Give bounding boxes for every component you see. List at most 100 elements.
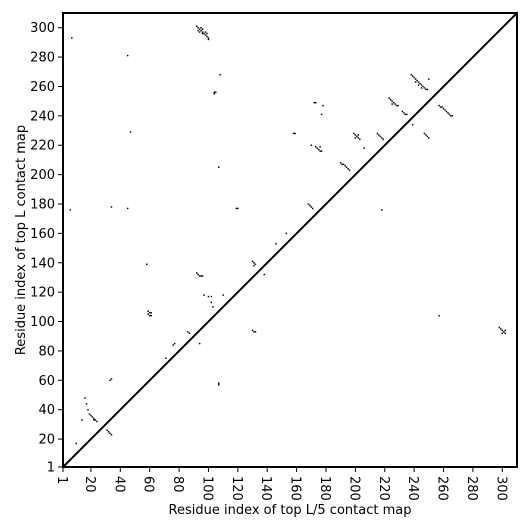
contact-point bbox=[376, 132, 379, 135]
contact-point bbox=[109, 379, 111, 382]
contact-point bbox=[110, 206, 113, 208]
y-tick-label: 240 bbox=[30, 109, 55, 124]
contact-point bbox=[197, 273, 199, 276]
contact-point bbox=[126, 207, 129, 210]
contact-point bbox=[285, 232, 288, 235]
contact-point bbox=[207, 38, 210, 41]
x-tick-label: 260 bbox=[435, 476, 450, 501]
contact-point bbox=[413, 76, 415, 79]
contact-point bbox=[438, 314, 440, 317]
contact-point bbox=[207, 295, 210, 298]
contact-point bbox=[392, 101, 395, 104]
y-tick-label: 140 bbox=[30, 256, 55, 271]
contact-point bbox=[150, 314, 152, 317]
y-tick-label: 100 bbox=[30, 315, 55, 330]
contact-point bbox=[388, 97, 390, 99]
contact-point bbox=[90, 414, 92, 417]
contact-point bbox=[309, 204, 311, 207]
contact-point bbox=[235, 207, 238, 210]
contact-point bbox=[201, 32, 204, 35]
contact-point bbox=[200, 275, 202, 277]
contact-point bbox=[417, 84, 420, 86]
contact-point bbox=[207, 37, 210, 39]
contact-point bbox=[93, 419, 95, 421]
contact-point bbox=[423, 87, 426, 89]
contact-point bbox=[401, 110, 404, 113]
contact-point bbox=[198, 342, 201, 345]
contact-point bbox=[420, 84, 423, 86]
y-axis-ticks: 1204060801001201401601802002202402602803… bbox=[30, 21, 63, 476]
contact-point bbox=[394, 103, 396, 105]
diagonal-line bbox=[62, 12, 518, 468]
contact-point bbox=[213, 91, 216, 94]
contact-point bbox=[438, 104, 440, 107]
x-tick-label: 220 bbox=[376, 476, 391, 501]
contact-point bbox=[204, 34, 207, 36]
x-tick-label: 40 bbox=[111, 476, 126, 493]
contact-point bbox=[110, 378, 113, 380]
contact-point bbox=[251, 329, 254, 332]
y-tick-label: 200 bbox=[30, 168, 55, 183]
contact-point bbox=[195, 272, 198, 274]
contact-point bbox=[504, 332, 506, 335]
contact-point bbox=[126, 54, 129, 57]
contact-point bbox=[450, 115, 452, 117]
contact-point bbox=[147, 310, 149, 312]
contact-point bbox=[75, 442, 77, 445]
contact-point bbox=[381, 209, 383, 211]
contact-point bbox=[93, 417, 95, 420]
contact-point bbox=[253, 264, 255, 267]
y-tick-label: 20 bbox=[38, 433, 55, 448]
contact-point bbox=[406, 113, 408, 116]
contact-point bbox=[88, 413, 91, 415]
contact-point bbox=[218, 166, 220, 169]
contact-point bbox=[294, 132, 296, 135]
y-tick-label: 60 bbox=[38, 374, 55, 389]
contact-point bbox=[498, 326, 501, 329]
contact-point bbox=[341, 163, 343, 166]
contact-point bbox=[107, 431, 110, 433]
contact-point bbox=[310, 206, 313, 208]
y-tick-label: 80 bbox=[38, 344, 55, 359]
contact-point bbox=[425, 88, 427, 91]
contact-point bbox=[218, 383, 220, 386]
x-tick-label: 100 bbox=[199, 476, 214, 501]
contact-point bbox=[428, 78, 430, 80]
y-tick-label: 280 bbox=[30, 51, 55, 66]
contact-point bbox=[404, 113, 407, 116]
contact-point bbox=[501, 332, 504, 335]
x-tick-label: 280 bbox=[464, 476, 479, 501]
contact-point bbox=[188, 332, 191, 335]
contact-point bbox=[347, 168, 349, 170]
contact-point bbox=[448, 113, 451, 116]
contact-point bbox=[442, 107, 445, 110]
contact-point bbox=[201, 28, 204, 30]
contact-point bbox=[237, 207, 239, 210]
contact-point bbox=[146, 263, 148, 265]
contact-point bbox=[381, 137, 383, 139]
contact-point bbox=[428, 137, 430, 139]
contact-point bbox=[354, 137, 357, 139]
contact-point bbox=[314, 145, 317, 148]
contact-point bbox=[210, 301, 213, 304]
contact-point bbox=[313, 101, 315, 104]
x-tick-label: 80 bbox=[170, 476, 185, 493]
contact-point bbox=[200, 26, 202, 29]
y-tick-label: 160 bbox=[30, 227, 55, 242]
contact-point bbox=[391, 100, 393, 102]
contact-point bbox=[172, 344, 174, 346]
contact-point bbox=[322, 104, 324, 107]
x-tick-label: 60 bbox=[141, 476, 156, 493]
contact-point bbox=[81, 419, 83, 421]
contact-point bbox=[212, 306, 214, 308]
contact-point bbox=[173, 342, 176, 345]
contact-point bbox=[210, 295, 213, 298]
contact-point bbox=[411, 123, 414, 126]
contact-point bbox=[416, 79, 418, 82]
contact-point bbox=[69, 209, 72, 211]
x-tick-label: 300 bbox=[493, 476, 508, 501]
contact-point bbox=[445, 110, 448, 113]
contact-point bbox=[348, 169, 351, 171]
contact-point bbox=[222, 294, 224, 296]
contact-point bbox=[403, 112, 405, 114]
